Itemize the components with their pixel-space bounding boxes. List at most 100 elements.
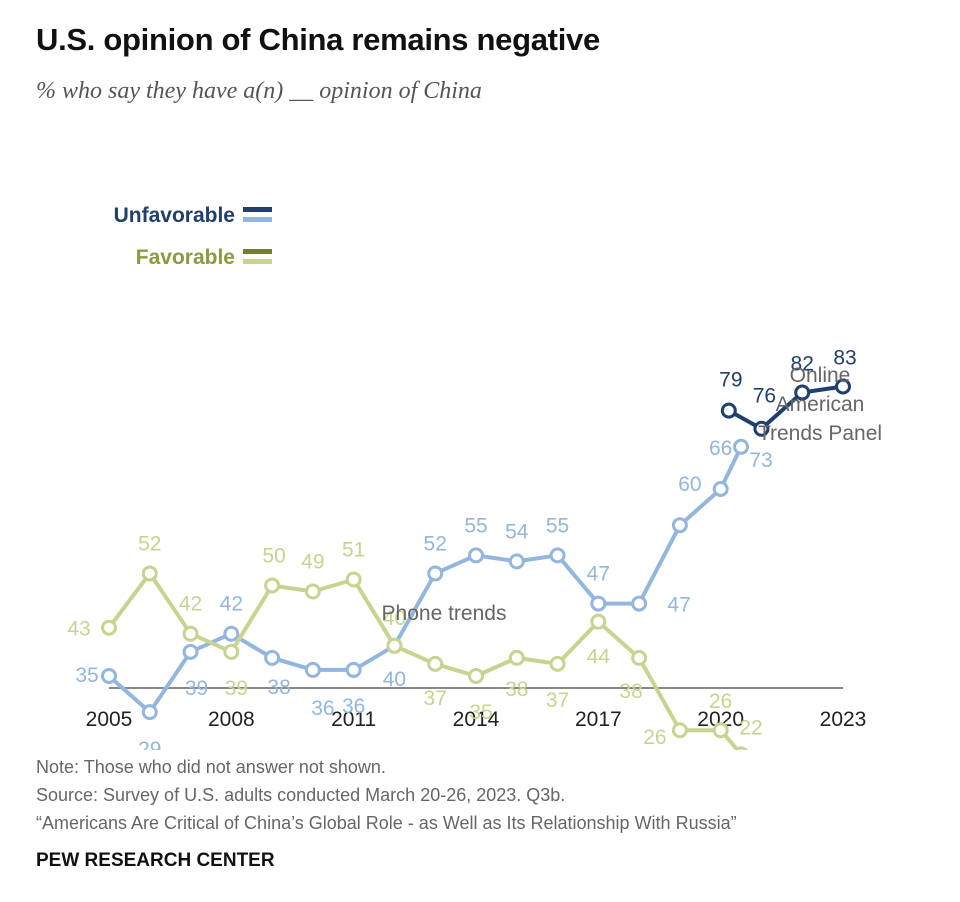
x-tick-label-2011: 2011: [331, 708, 376, 731]
data-label-favorable-phone-8: 37: [424, 687, 447, 710]
series-line-favorable-phone: [107, 571, 741, 750]
data-point-favorable-phone-2: [182, 625, 199, 642]
data-label-unfavorable-online-3: 83: [833, 347, 856, 370]
data-label-favorable-phone-15: 26: [709, 690, 732, 713]
data-point-unfavorable-phone-5: [304, 661, 321, 678]
data-point-unfavorable-phone-10: [508, 553, 525, 570]
data-point-favorable-phone-9: [468, 667, 484, 684]
data-label-favorable-phone-5: 49: [301, 551, 324, 574]
data-point-unfavorable-phone-9: [468, 547, 484, 564]
data-point-unfavorable-phone-2: [182, 643, 199, 660]
data-point-favorable-phone-1: [141, 565, 158, 582]
data-point-unfavorable-phone-1: [141, 704, 158, 721]
data-point-unfavorable-phone-14: [671, 517, 688, 534]
data-label-unfavorable-phone-14: 60: [678, 473, 701, 496]
data-point-favorable-phone-8: [427, 655, 444, 672]
data-label-unfavorable-online-2: 82: [791, 353, 814, 376]
data-label-unfavorable-phone-8: 52: [424, 532, 447, 555]
data-label-unfavorable-phone-13: 47: [667, 594, 690, 617]
data-point-unfavorable-phone-12: [590, 595, 607, 612]
x-tick-label-2020: 2020: [697, 708, 744, 731]
legend-swatch-unfavorable-phone: [243, 217, 272, 222]
legend-label-favorable: Favorable: [136, 246, 235, 269]
data-label-unfavorable-online-0: 79: [719, 369, 742, 392]
pew-research-center-logo: PEW RESEARCH CENTER: [36, 850, 275, 871]
annotation-online-panel-0: Online: [790, 364, 851, 387]
annotation-phone-trends: Phone trends: [382, 602, 507, 625]
data-label-unfavorable-phone-0: 35: [75, 664, 98, 687]
data-label-favorable-phone-11: 37: [546, 689, 569, 712]
annotation-online-panel-1: American: [776, 393, 865, 416]
data-point-unfavorable-online-0: [720, 402, 737, 419]
data-point-favorable-phone-5: [304, 583, 321, 600]
data-point-favorable-phone-14: [671, 722, 688, 739]
data-label-favorable-phone-6: 51: [342, 538, 365, 561]
data-point-unfavorable-phone-0: [101, 667, 117, 684]
data-point-favorable-phone-11: [549, 655, 566, 672]
data-point-unfavorable-phone-11: [549, 547, 566, 564]
data-point-favorable-phone-10: [508, 649, 525, 666]
footnote-report: “Americans Are Critical of China’s Globa…: [36, 813, 737, 833]
data-point-favorable-phone-6: [345, 571, 362, 588]
data-point-unfavorable-phone-15: [712, 481, 729, 498]
x-tick-label-2017: 2017: [575, 708, 622, 731]
data-point-favorable-phone-15: [712, 722, 729, 739]
data-label-favorable-phone-10: 38: [505, 678, 528, 701]
data-label-unfavorable-online-1: 76: [753, 385, 776, 408]
data-point-unfavorable-phone-4: [264, 649, 281, 666]
x-tick-label-2008: 2008: [208, 708, 255, 731]
x-tick-label-2014: 2014: [453, 708, 500, 731]
x-tick-label-2005: 2005: [86, 708, 133, 731]
data-label-favorable-phone-7: 40: [383, 607, 406, 630]
data-point-favorable-phone-0: [101, 619, 117, 636]
footnote-note: Note: Those who did not answer not shown…: [36, 757, 386, 777]
data-point-unfavorable-phone-13: [631, 595, 648, 612]
data-point-unfavorable-online-3: [835, 378, 851, 395]
data-point-unfavorable-phone-3: [223, 625, 240, 642]
data-label-favorable-phone-9: 35: [469, 701, 492, 724]
data-label-favorable-phone-0: 43: [67, 618, 90, 641]
data-point-favorable-phone-7: [386, 637, 403, 654]
legend-swatch-favorable-phone: [243, 259, 272, 264]
legend-label-unfavorable: Unfavorable: [114, 204, 235, 227]
data-point-unfavorable-online-2: [794, 384, 811, 401]
data-label-favorable-phone-13: 38: [619, 680, 642, 703]
data-point-unfavorable-phone-8: [427, 565, 444, 582]
data-label-unfavorable-phone-16: 73: [749, 449, 772, 472]
data-point-unfavorable-online-1: [753, 420, 770, 437]
data-label-favorable-phone-16: 22: [739, 716, 762, 739]
data-label-unfavorable-phone-15: 66: [709, 437, 732, 460]
data-label-unfavorable-phone-10: 54: [505, 520, 529, 543]
data-label-unfavorable-phone-12: 47: [587, 563, 610, 586]
data-point-favorable-phone-16: [734, 746, 748, 750]
data-label-favorable-phone-14: 26: [643, 726, 666, 749]
chart-title: U.S. opinion of China remains negative: [36, 22, 600, 57]
x-tick-label-2023: 2023: [820, 708, 867, 731]
legend-swatch-favorable-online: [243, 249, 272, 254]
data-label-favorable-phone-12: 44: [587, 646, 611, 669]
data-point-unfavorable-phone-6: [345, 661, 362, 678]
data-label-unfavorable-phone-1: 29: [138, 738, 161, 750]
chart-subtitle: % who say they have a(n) __ opinion of C…: [36, 78, 482, 104]
data-label-unfavorable-phone-4: 38: [267, 676, 290, 699]
data-label-favorable-phone-1: 52: [138, 532, 161, 555]
data-point-favorable-phone-12: [590, 613, 607, 630]
line-chart: 2005 2008 2011 2014 2017 2020 2023 35 29 39 42 38 36…: [67, 204, 882, 750]
legend-swatch-unfavorable-online: [243, 207, 272, 212]
data-label-unfavorable-phone-5: 36: [311, 697, 334, 720]
data-label-unfavorable-phone-7: 40: [383, 668, 406, 691]
data-point-unfavorable-phone-16: [733, 438, 750, 455]
data-label-unfavorable-phone-11: 55: [546, 514, 569, 537]
data-label-favorable-phone-4: 50: [262, 545, 285, 568]
data-label-unfavorable-phone-2: 39: [185, 677, 208, 700]
data-label-favorable-phone-2: 42: [179, 593, 202, 616]
data-point-favorable-phone-4: [264, 577, 281, 594]
data-point-favorable-phone-13: [631, 649, 648, 666]
annotation-online-panel-2: Trends Panel: [758, 422, 882, 445]
data-point-favorable-phone-3: [223, 643, 240, 660]
footnote-source: Source: Survey of U.S. adults conducted …: [36, 785, 566, 805]
data-label-unfavorable-phone-3: 42: [220, 593, 243, 616]
series-line-unfavorable-online: [726, 384, 845, 431]
data-label-unfavorable-phone-9: 55: [464, 514, 487, 537]
data-label-favorable-phone-3: 39: [225, 677, 248, 700]
